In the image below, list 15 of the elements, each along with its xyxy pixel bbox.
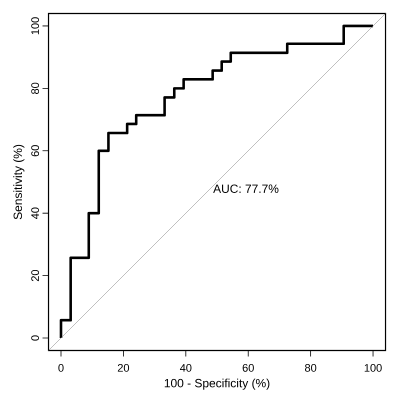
x-tick-label: 0	[58, 364, 64, 372]
x-tick-label: 20	[118, 364, 130, 372]
y-tick-label: 0	[31, 335, 39, 341]
y-tick-label: 60	[31, 145, 39, 156]
annotation: AUC: 77.7%	[213, 184, 278, 193]
y-axis-title: Sensitivity (%)	[13, 144, 24, 220]
y-tick-label: 80	[31, 82, 39, 94]
x-axis-title: 100 - Specificity (%)	[164, 378, 270, 390]
y-tick-label: 40	[31, 208, 39, 220]
x-tick-label: 100	[364, 364, 382, 372]
x-tick-label: 60	[242, 364, 254, 372]
x-tick-label: 40	[180, 364, 192, 372]
y-tick-label: 100	[31, 17, 39, 34]
x-tick-label: 80	[305, 364, 316, 372]
y-tick-label: 20	[31, 270, 39, 282]
